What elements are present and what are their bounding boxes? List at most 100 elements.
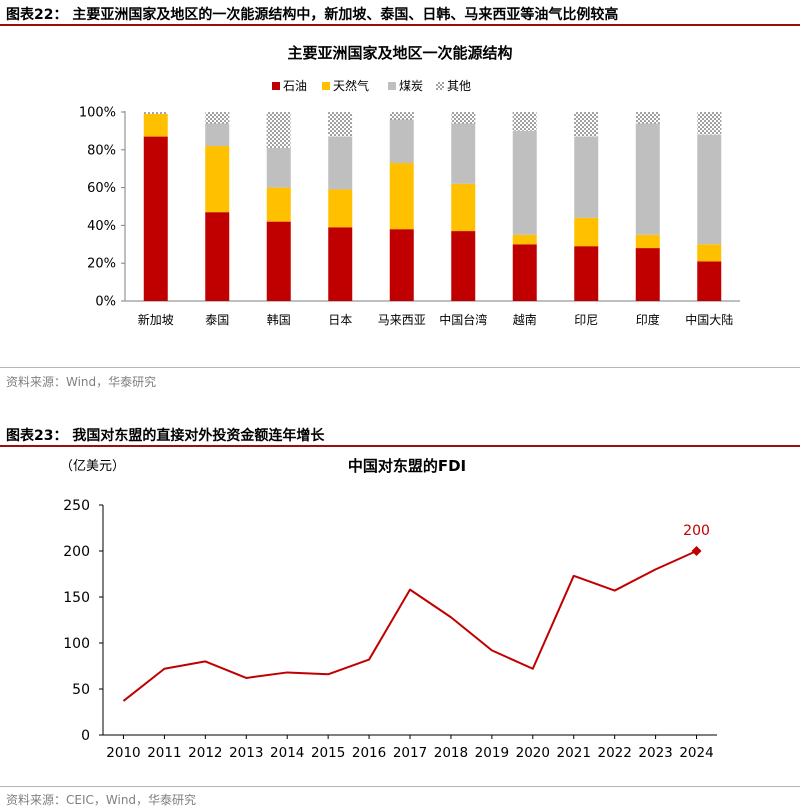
x-tick-label: 2011 (147, 745, 181, 761)
bar-segment (389, 163, 414, 230)
bar-segment (143, 136, 168, 301)
y-tick-label: 100% (79, 106, 116, 121)
legend-swatch (388, 82, 396, 90)
data-point-marker (691, 546, 702, 556)
x-tick-label: 2021 (557, 745, 591, 761)
x-tick-label: 2016 (352, 745, 386, 761)
x-tick-label: 越南 (513, 312, 537, 327)
legend-swatch (322, 82, 330, 90)
bar-segment (635, 248, 660, 301)
x-tick-label: 中国大陆 (685, 312, 733, 327)
x-tick-label: 2013 (229, 745, 263, 761)
x-tick-label: 新加坡 (138, 312, 174, 327)
x-tick-label: 2022 (597, 745, 631, 761)
x-tick-label: 2014 (270, 745, 304, 761)
bar-segment (635, 123, 660, 235)
x-tick-label: 2012 (188, 745, 222, 761)
figure-23-header-rule (0, 445, 800, 447)
energy-structure-chart: 主要亚洲国家及地区一次能源结构 石油 天然气 煤炭 其他 0% 20% 40% 60% 80%… (79, 44, 740, 327)
bar-segment (512, 112, 537, 131)
bar-segment (389, 112, 414, 120)
chart-title: 主要亚洲国家及地区一次能源结构 (287, 44, 512, 62)
bar-segment (574, 217, 599, 247)
bar-segment (205, 146, 230, 213)
figure-23-title: 图表23： 我国对东盟的直接对外投资金额连年增长 (6, 428, 325, 444)
bar-segment (574, 246, 599, 301)
bar-segment (266, 147, 291, 188)
x-tick-label: 印尼 (574, 313, 598, 327)
legend-swatch (436, 82, 444, 90)
legend-label: 其他 (447, 79, 471, 93)
bar-segment (635, 234, 660, 249)
bar-segment (205, 112, 230, 124)
bar-segment (697, 244, 722, 262)
chart-axes: 0% 20% 40% 60% 80% 100% 新加坡 泰国 韩国 日本 马来西亚 中国台湾 越南 印尼 印… (79, 106, 740, 327)
x-tick-label: 马来西亚 (378, 313, 426, 327)
y-tick-label: 250 (63, 498, 90, 514)
figure-23-source: 资料来源：CEIC，Wind，华泰研究 (6, 793, 197, 807)
y-tick-label: 0 (81, 728, 90, 744)
x-tick-label: 2017 (393, 745, 427, 761)
chart-line: 200 (122, 523, 710, 702)
bar-segment (205, 212, 230, 301)
chart-title: 中国对东盟的FDI (348, 457, 466, 475)
bar-segment (389, 119, 414, 164)
bar-segment (574, 112, 599, 137)
y-tick-label: 50 (72, 682, 90, 698)
y-tick-label: 80% (87, 143, 116, 158)
bar-segment (389, 229, 414, 301)
bar-segment (328, 112, 353, 137)
x-tick-label: 2018 (434, 745, 468, 761)
x-tick-label: 2019 (475, 745, 509, 761)
figure-23-header: 图表23： 我国对东盟的直接对外投资金额连年增长 (0, 421, 800, 447)
y-tick-label: 150 (63, 590, 90, 606)
figure-22-bottom-rule (0, 367, 800, 368)
bar-segment (451, 183, 476, 232)
y-tick-label: 40% (87, 219, 116, 234)
x-tick-label: 2023 (638, 745, 672, 761)
bar-segment (328, 136, 353, 190)
fdi-line-chart: 中国对东盟的FDI （亿美元） 0 50 100 150 200 250 2010 2011 2… (60, 457, 717, 761)
bar-segment (328, 227, 353, 301)
legend-label: 天然气 (333, 78, 369, 93)
data-label: 200 (683, 523, 710, 539)
x-tick-label: 2010 (106, 745, 140, 761)
x-tick-label: 泰国 (205, 313, 229, 327)
figure-22-header-rule (0, 24, 800, 26)
bar-segment (451, 231, 476, 301)
bar-segment (697, 134, 722, 245)
bar-segment (143, 112, 168, 114)
bar-segment (697, 112, 722, 135)
figure-22-source: 资料来源：Wind，华泰研究 (6, 375, 157, 389)
x-tick-label: 2024 (679, 745, 713, 761)
bar-segment (451, 123, 476, 184)
bar-segment (143, 113, 168, 137)
chart-legend: 石油 天然气 煤炭 其他 (272, 78, 471, 93)
bar-segment (512, 234, 537, 245)
y-tick-label: 100 (63, 636, 90, 652)
x-tick-label: 印度 (636, 312, 660, 327)
bar-segment (266, 112, 291, 148)
bar-segment (635, 112, 660, 124)
y-tick-label: 200 (63, 544, 90, 560)
figure-23-bottom-rule (0, 786, 800, 787)
bar-segment (451, 112, 476, 124)
y-tick-label: 0% (95, 295, 116, 310)
y-tick-label: 20% (87, 257, 116, 272)
legend-swatch (272, 82, 280, 90)
legend-label: 石油 (283, 79, 307, 93)
x-tick-label: 日本 (328, 313, 352, 327)
bar-segment (266, 187, 291, 222)
bar-segment (266, 221, 291, 301)
x-tick-label: 2015 (311, 745, 345, 761)
y-axis-label: （亿美元） (60, 459, 125, 474)
chart-bars (143, 112, 722, 301)
x-tick-label: 2020 (516, 745, 550, 761)
figure-22-header: 图表22： 主要亚洲国家及地区的一次能源结构中，新加坡、泰国、日韩、马来西亚等油… (0, 0, 800, 26)
y-tick-label: 60% (87, 181, 116, 196)
x-tick-label: 中国台湾 (439, 312, 487, 327)
bar-segment (512, 244, 537, 301)
x-tick-label: 韩国 (267, 312, 291, 327)
bar-segment (574, 136, 599, 218)
bar-segment (328, 189, 353, 228)
